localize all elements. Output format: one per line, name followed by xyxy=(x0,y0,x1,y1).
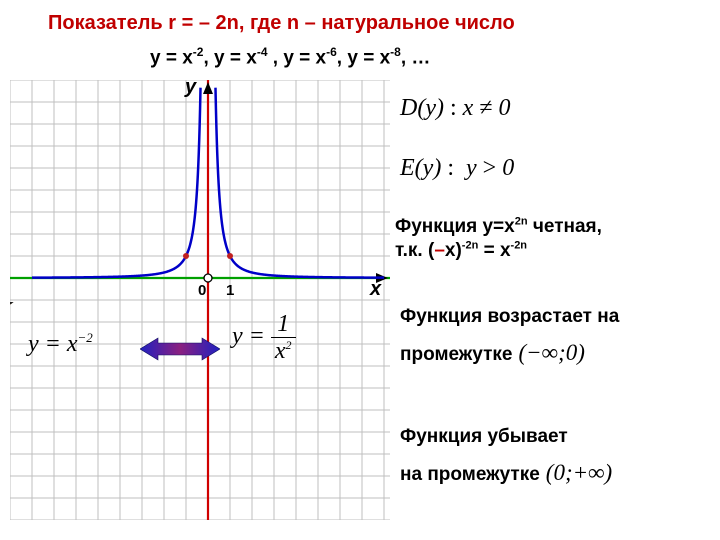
one-label: 1 xyxy=(226,282,234,299)
increasing-text: Функция возрастает на промежутке(−∞;0) xyxy=(400,305,720,368)
equation-fraction: y = 1 x2 xyxy=(232,312,296,363)
x-axis-label: х xyxy=(370,278,381,301)
equation-power: y = x−2 xyxy=(28,330,93,358)
function-list: у = х-2, у = х-4 , у = х-6, у = х-8, … xyxy=(150,45,430,69)
even-function-text: Функция у=х2n четная, т.к. (–х)-2n = х-2… xyxy=(395,215,715,263)
decreasing-text: Функция убывает на промежутке(0;+∞) xyxy=(400,425,720,488)
domain-formula: D(y) : x ≠ 0 xyxy=(400,95,511,122)
equivalence-arrow xyxy=(140,335,220,368)
y-axis-label: у xyxy=(185,76,196,99)
page-title: Показатель r = – 2n, где n – натуральное… xyxy=(48,12,515,35)
chart: у х 0 1 xyxy=(10,80,390,520)
zero-label: 0 xyxy=(198,282,206,299)
range-formula: E(y) : y > 0 xyxy=(400,155,514,182)
